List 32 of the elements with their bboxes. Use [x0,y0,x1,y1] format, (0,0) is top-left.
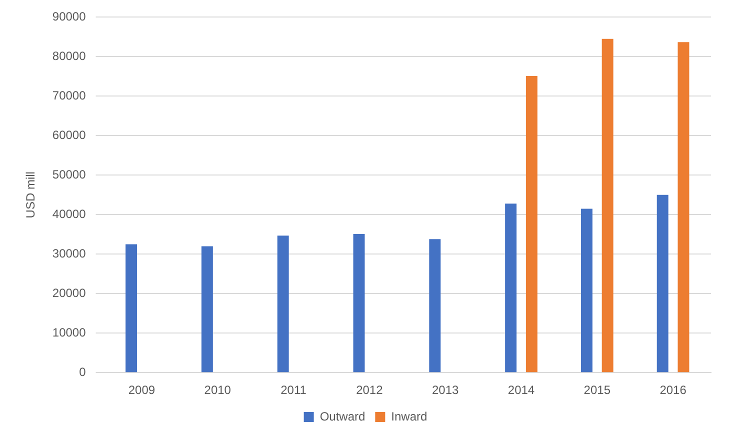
x-tick-label: 2012 [356,383,384,398]
y-tick-label: 80000 [52,49,86,63]
x-tick-label: 2011 [280,383,307,398]
y-tick-label: 70000 [52,88,86,102]
legend-label: Outward [320,409,366,424]
legend-label: Inward [391,409,428,424]
bar [580,208,592,372]
y-tick-label: 10000 [52,325,86,340]
bar [656,194,668,372]
bar [353,234,365,372]
bar [201,246,213,372]
y-tick-label: 0 [79,364,86,379]
x-tick-label: 2009 [128,383,156,398]
y-tick-label: 20000 [52,286,86,300]
y-tick-label: 30000 [52,246,86,260]
bar [126,244,138,372]
y-tick-label: 50000 [52,167,86,182]
y-tick-label: 40000 [52,206,86,221]
bar [602,38,614,372]
y-tick-label: 60000 [52,128,86,142]
y-tick-label: 90000 [52,10,86,24]
x-tick-label: 2010 [204,383,232,398]
bar [429,239,441,372]
y-axis-title: USD mill [24,172,38,218]
x-tick-label: 2015 [584,383,611,398]
bar [505,204,517,372]
x-tick-label: 2013 [432,383,460,398]
x-tick-label: 2014 [508,383,535,398]
bar [678,42,690,372]
x-tick-label: 2016 [660,383,687,398]
bar [526,76,538,372]
bar [277,236,289,372]
